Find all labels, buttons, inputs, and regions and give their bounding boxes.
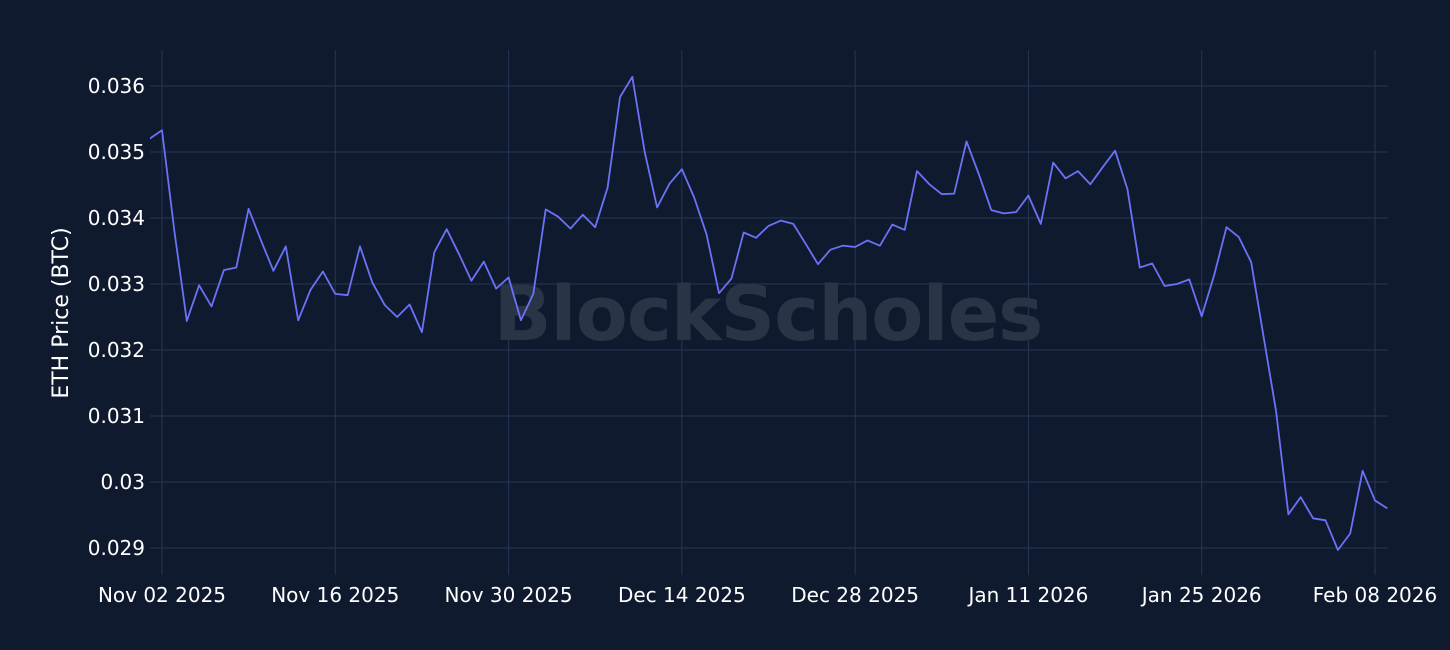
x-tick-label: Dec 28 2025 [791,583,919,607]
y-tick-label: 0.029 [88,536,145,560]
y-axis-title: ETH Price (BTC) [49,227,74,398]
series-layer [150,75,1388,551]
y-tick-label: 0.033 [88,272,145,296]
y-tick-label: 0.03 [100,470,145,494]
x-tick-label: Jan 11 2026 [966,583,1088,607]
x-tick-label: Nov 02 2025 [98,583,226,607]
y-tick-label: 0.036 [88,74,145,98]
blockscholes-watermark: BlockScholes [494,269,1043,358]
x-tick-label: Nov 16 2025 [271,583,399,607]
y-tick-label: 0.031 [88,404,145,428]
x-tick-label: Nov 30 2025 [445,583,573,607]
y-tick-labels: 0.029 0.03 0.031 0.032 0.033 0.034 0.035 0.036 [88,74,145,560]
x-tick-label: Dec 14 2025 [618,583,746,607]
y-tick-label: 0.034 [88,206,145,230]
x-tick-label: Feb 08 2026 [1313,583,1437,607]
y-tick-label: 0.032 [88,338,145,362]
x-tick-label: Jan 25 2026 [1140,583,1262,607]
grid-lines [150,50,1388,575]
eth-price-series-line [150,75,1388,551]
y-tick-label: 0.035 [88,140,145,164]
x-tick-labels: Nov 02 2025 Nov 16 2025 Nov 30 2025 Dec 14 … [98,583,1437,607]
